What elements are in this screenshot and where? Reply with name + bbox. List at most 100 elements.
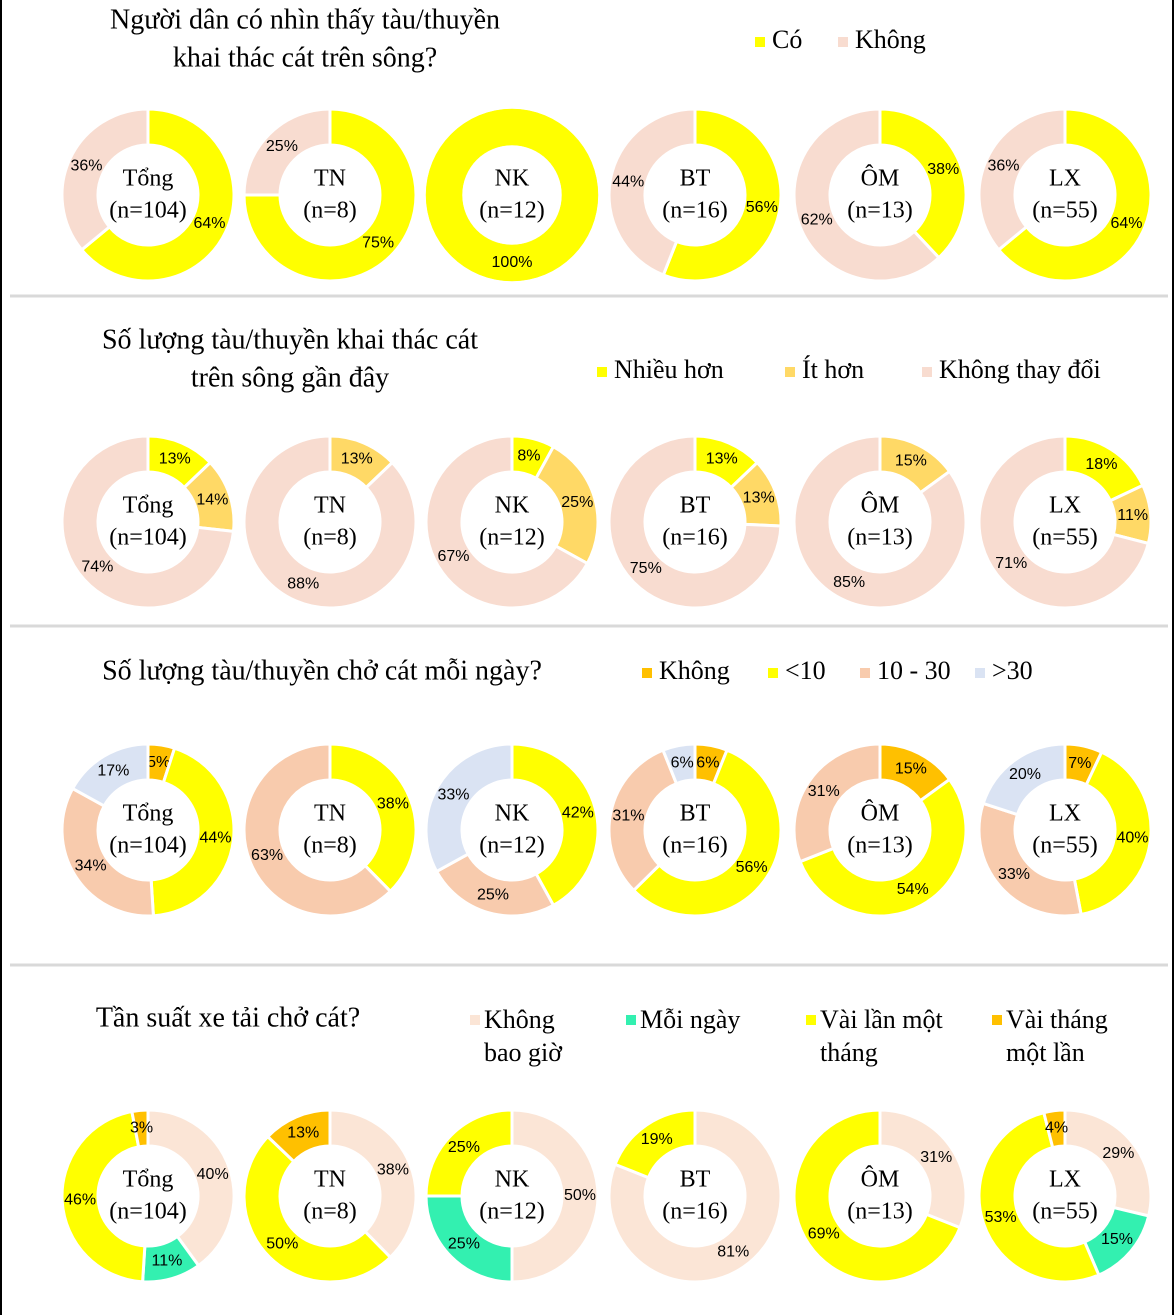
data-label: 25% bbox=[448, 1139, 480, 1156]
donut-segment bbox=[631, 748, 783, 918]
legend-label-box: Không bao giờ bbox=[484, 1005, 562, 1067]
legend-marker bbox=[470, 1015, 480, 1025]
donut-segment bbox=[996, 107, 1153, 283]
pie-n: (n=55) bbox=[1032, 833, 1098, 859]
data-label: 25% bbox=[448, 1235, 480, 1252]
pie-name: LX bbox=[1049, 166, 1081, 192]
pie-name: TN bbox=[314, 166, 346, 192]
donut-segment bbox=[661, 107, 783, 283]
pie-n: (n=13) bbox=[847, 198, 913, 224]
donut-segment bbox=[607, 1108, 783, 1284]
legend-label: >30 bbox=[992, 656, 1033, 685]
donut-segment bbox=[798, 777, 968, 918]
data-label: 11% bbox=[1117, 507, 1148, 524]
pie-name: Tổng bbox=[123, 1167, 174, 1193]
donut-segment bbox=[424, 1108, 514, 1198]
legend-label: Ít hơn bbox=[802, 355, 864, 384]
data-label: 25% bbox=[266, 138, 298, 155]
data-label: 25% bbox=[561, 494, 593, 511]
pie-name: TN bbox=[314, 801, 346, 827]
data-label: 33% bbox=[437, 787, 469, 804]
donut-segment bbox=[265, 1108, 332, 1164]
donut-segment bbox=[149, 746, 236, 918]
legend-marker bbox=[860, 668, 870, 678]
legend-label: Vài tháng một lần bbox=[1006, 1005, 1108, 1067]
legend-label: 10 - 30 bbox=[877, 656, 951, 685]
pie-n: (n=13) bbox=[847, 1199, 913, 1225]
data-label: 44% bbox=[612, 173, 644, 190]
pie-n: (n=16) bbox=[662, 1199, 728, 1225]
data-label: 17% bbox=[97, 763, 129, 780]
donut-segment bbox=[328, 1108, 418, 1260]
donut-segment bbox=[613, 1108, 697, 1180]
pie-n: (n=8) bbox=[303, 1199, 357, 1225]
data-label: 63% bbox=[251, 847, 283, 864]
donut-segment bbox=[607, 748, 679, 893]
legend-marker bbox=[806, 1015, 816, 1025]
pie-n: (n=55) bbox=[1032, 1199, 1098, 1225]
pie-n: (n=55) bbox=[1032, 525, 1098, 551]
pie-n: (n=12) bbox=[479, 198, 545, 224]
data-label: 13% bbox=[743, 489, 775, 506]
pie-n: (n=12) bbox=[479, 833, 545, 859]
donut-segment bbox=[977, 1110, 1101, 1284]
data-label: 100% bbox=[492, 254, 533, 271]
data-label: 38% bbox=[377, 1161, 409, 1178]
data-label: 4% bbox=[1045, 1120, 1068, 1137]
data-label: 31% bbox=[808, 783, 840, 800]
pie-name: LX bbox=[1049, 493, 1081, 519]
data-label: 31% bbox=[920, 1149, 952, 1166]
donut-segment bbox=[977, 801, 1083, 918]
donut-segment bbox=[70, 742, 150, 808]
donut-segment bbox=[242, 434, 418, 610]
donut-segment bbox=[60, 1109, 147, 1284]
data-label: 36% bbox=[70, 157, 102, 174]
legend-label-box: Vài lần một tháng bbox=[820, 1005, 943, 1067]
data-label: 54% bbox=[897, 881, 929, 898]
donut-segment bbox=[60, 786, 155, 918]
pie-name: Tổng bbox=[123, 801, 174, 827]
data-label: 56% bbox=[746, 199, 778, 216]
data-label: 8% bbox=[517, 447, 540, 464]
data-label: 6% bbox=[696, 754, 719, 771]
legend-label-box: Vài tháng một lần bbox=[1006, 1005, 1108, 1067]
chart-title: Tần suất xe tải chở cát? bbox=[96, 1002, 360, 1033]
data-label: 20% bbox=[1009, 766, 1041, 783]
donut-segment bbox=[792, 107, 941, 283]
donut-segment bbox=[792, 742, 882, 864]
pie-n: (n=12) bbox=[479, 1199, 545, 1225]
donut-segment bbox=[130, 1108, 150, 1149]
donut-segment bbox=[661, 742, 697, 786]
donut-segment bbox=[242, 107, 332, 197]
pie-n: (n=8) bbox=[303, 833, 357, 859]
donut-segment bbox=[424, 742, 514, 874]
pie-name: ÔM bbox=[861, 800, 900, 827]
legend-label: Nhiều hơn bbox=[614, 355, 724, 384]
chart-title: Số lượng tàu/thuyền khai thác cát bbox=[102, 324, 478, 355]
chart-title: Người dân có nhìn thấy tàu/thuyền bbox=[110, 4, 500, 35]
data-label: 42% bbox=[562, 804, 594, 821]
donut-segment bbox=[328, 742, 418, 894]
pie-name: ÔM bbox=[861, 492, 900, 519]
data-label: 81% bbox=[717, 1243, 749, 1260]
data-label: 46% bbox=[64, 1191, 96, 1208]
donut-segment bbox=[1072, 750, 1153, 917]
data-label: 64% bbox=[194, 215, 226, 232]
data-label: 88% bbox=[287, 576, 319, 593]
data-label: 11% bbox=[152, 1253, 183, 1270]
data-label: 33% bbox=[998, 866, 1030, 883]
pie-name: ÔM bbox=[861, 1166, 900, 1193]
data-label: 15% bbox=[1101, 1231, 1133, 1248]
pie-name: TN bbox=[314, 1167, 346, 1193]
pie-n: (n=16) bbox=[662, 198, 728, 224]
legend-label: Không bbox=[855, 25, 926, 54]
chart-title: Số lượng tàu/thuyền chở cát mỗi ngày? bbox=[102, 655, 542, 686]
data-label: 13% bbox=[341, 451, 373, 468]
data-label: 13% bbox=[706, 451, 738, 468]
data-label: 6% bbox=[671, 754, 694, 771]
data-label: 13% bbox=[159, 451, 191, 468]
pie-n: (n=12) bbox=[479, 525, 545, 551]
legend-marker bbox=[922, 367, 932, 377]
data-label: 34% bbox=[75, 858, 107, 875]
